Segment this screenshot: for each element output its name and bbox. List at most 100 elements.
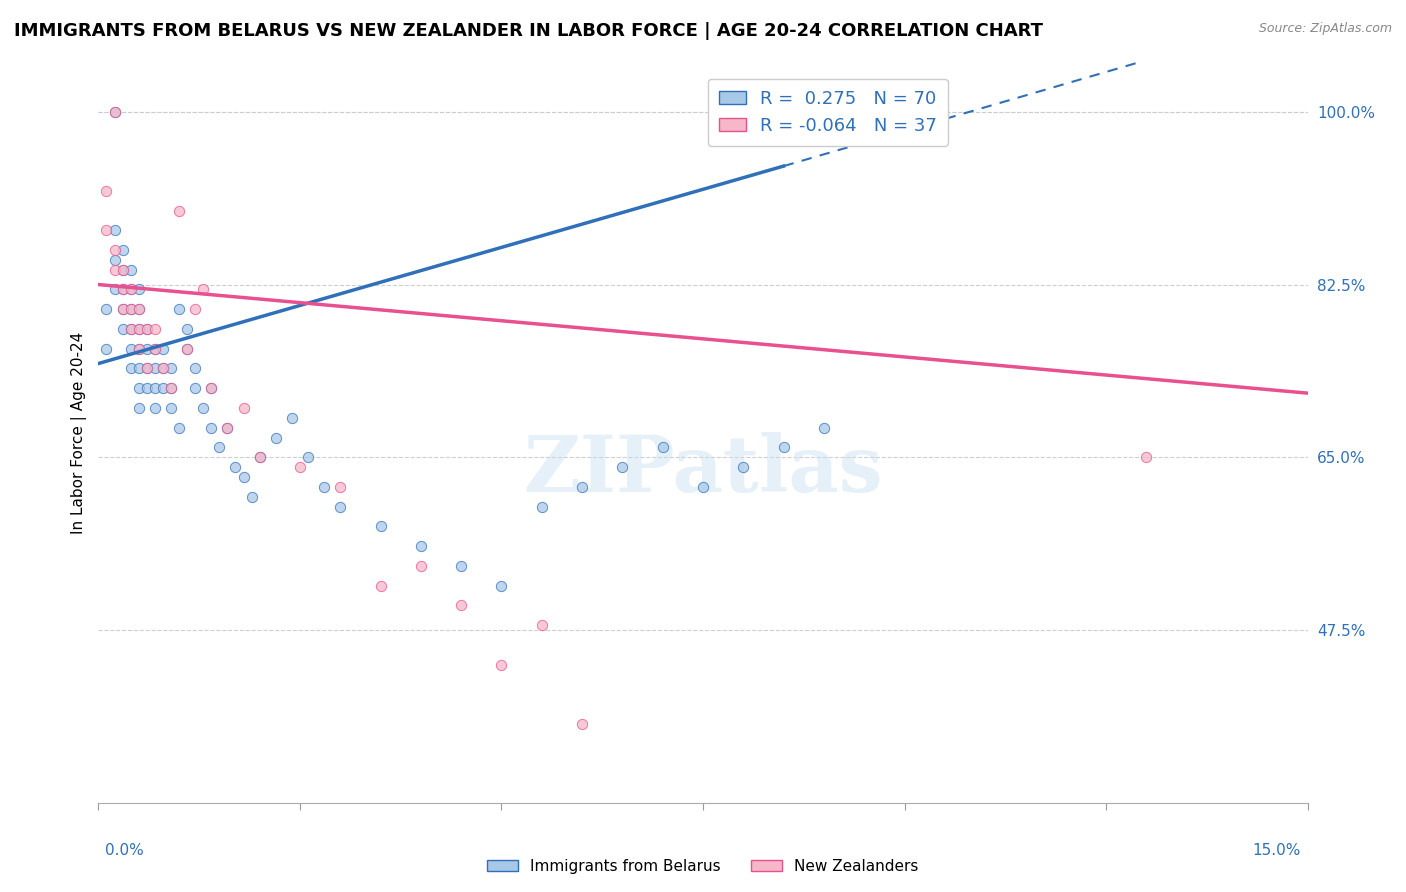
Point: [167, 420, 190, 434]
Point: [329, 500, 352, 514]
Point: [103, 252, 125, 267]
Point: [152, 381, 174, 395]
Point: [128, 342, 150, 356]
Point: [240, 490, 263, 504]
Point: [160, 381, 183, 395]
Point: [200, 381, 222, 395]
Point: [249, 450, 271, 465]
Point: [128, 401, 150, 415]
Point: [409, 558, 432, 573]
Point: [103, 104, 125, 119]
Point: [200, 381, 222, 395]
Point: [264, 431, 287, 445]
Legend: Immigrants from Belarus, New Zealanders: Immigrants from Belarus, New Zealanders: [481, 853, 925, 880]
Point: [128, 302, 150, 317]
Point: [1135, 450, 1157, 465]
Point: [176, 322, 198, 336]
Point: [120, 361, 142, 376]
Point: [120, 302, 142, 317]
Point: [96, 302, 118, 317]
Point: [370, 519, 392, 533]
Point: [152, 361, 174, 376]
Text: 15.0%: 15.0%: [1253, 843, 1301, 858]
Point: [160, 401, 183, 415]
Point: [143, 342, 166, 356]
Point: [96, 342, 118, 356]
Point: [120, 283, 142, 297]
Point: [491, 657, 513, 672]
Point: [103, 104, 125, 119]
Point: [184, 302, 207, 317]
Point: [143, 361, 166, 376]
Legend: R =  0.275   N = 70, R = -0.064   N = 37: R = 0.275 N = 70, R = -0.064 N = 37: [707, 78, 948, 145]
Point: [217, 420, 239, 434]
Point: [111, 243, 134, 257]
Text: ZIPatlas: ZIPatlas: [523, 432, 883, 508]
Point: [329, 480, 352, 494]
Point: [111, 262, 134, 277]
Point: [208, 441, 231, 455]
Point: [200, 420, 222, 434]
Point: [450, 558, 472, 573]
Point: [128, 322, 150, 336]
Point: [176, 342, 198, 356]
Point: [128, 283, 150, 297]
Point: [450, 599, 472, 613]
Point: [813, 420, 835, 434]
Point: [143, 322, 166, 336]
Text: IMMIGRANTS FROM BELARUS VS NEW ZEALANDER IN LABOR FORCE | AGE 20-24 CORRELATION : IMMIGRANTS FROM BELARUS VS NEW ZEALANDER…: [14, 22, 1043, 40]
Point: [297, 450, 319, 465]
Point: [530, 618, 553, 632]
Point: [103, 223, 125, 237]
Point: [288, 460, 311, 475]
Point: [184, 361, 207, 376]
Point: [128, 342, 150, 356]
Point: [409, 539, 432, 553]
Point: [135, 381, 157, 395]
Point: [96, 184, 118, 198]
Point: [314, 480, 336, 494]
Point: [224, 460, 246, 475]
Point: [249, 450, 271, 465]
Point: [135, 361, 157, 376]
Point: [692, 480, 714, 494]
Point: [120, 283, 142, 297]
Point: [217, 420, 239, 434]
Point: [612, 460, 634, 475]
Point: [128, 381, 150, 395]
Point: [111, 302, 134, 317]
Point: [160, 361, 183, 376]
Point: [135, 342, 157, 356]
Point: [184, 381, 207, 395]
Point: [152, 342, 174, 356]
Point: [111, 283, 134, 297]
Point: [176, 342, 198, 356]
Text: Source: ZipAtlas.com: Source: ZipAtlas.com: [1258, 22, 1392, 36]
Point: [143, 401, 166, 415]
Point: [135, 361, 157, 376]
Point: [128, 322, 150, 336]
Point: [128, 361, 150, 376]
Point: [135, 322, 157, 336]
Point: [160, 381, 183, 395]
Point: [111, 302, 134, 317]
Y-axis label: In Labor Force | Age 20-24: In Labor Force | Age 20-24: [72, 332, 87, 533]
Point: [370, 579, 392, 593]
Point: [111, 322, 134, 336]
Point: [120, 322, 142, 336]
Point: [120, 302, 142, 317]
Point: [232, 401, 254, 415]
Point: [491, 579, 513, 593]
Point: [651, 441, 673, 455]
Point: [111, 262, 134, 277]
Text: 0.0%: 0.0%: [105, 843, 145, 858]
Point: [103, 262, 125, 277]
Point: [143, 342, 166, 356]
Point: [193, 401, 215, 415]
Point: [103, 243, 125, 257]
Point: [120, 342, 142, 356]
Point: [96, 223, 118, 237]
Point: [143, 381, 166, 395]
Point: [111, 283, 134, 297]
Point: [103, 283, 125, 297]
